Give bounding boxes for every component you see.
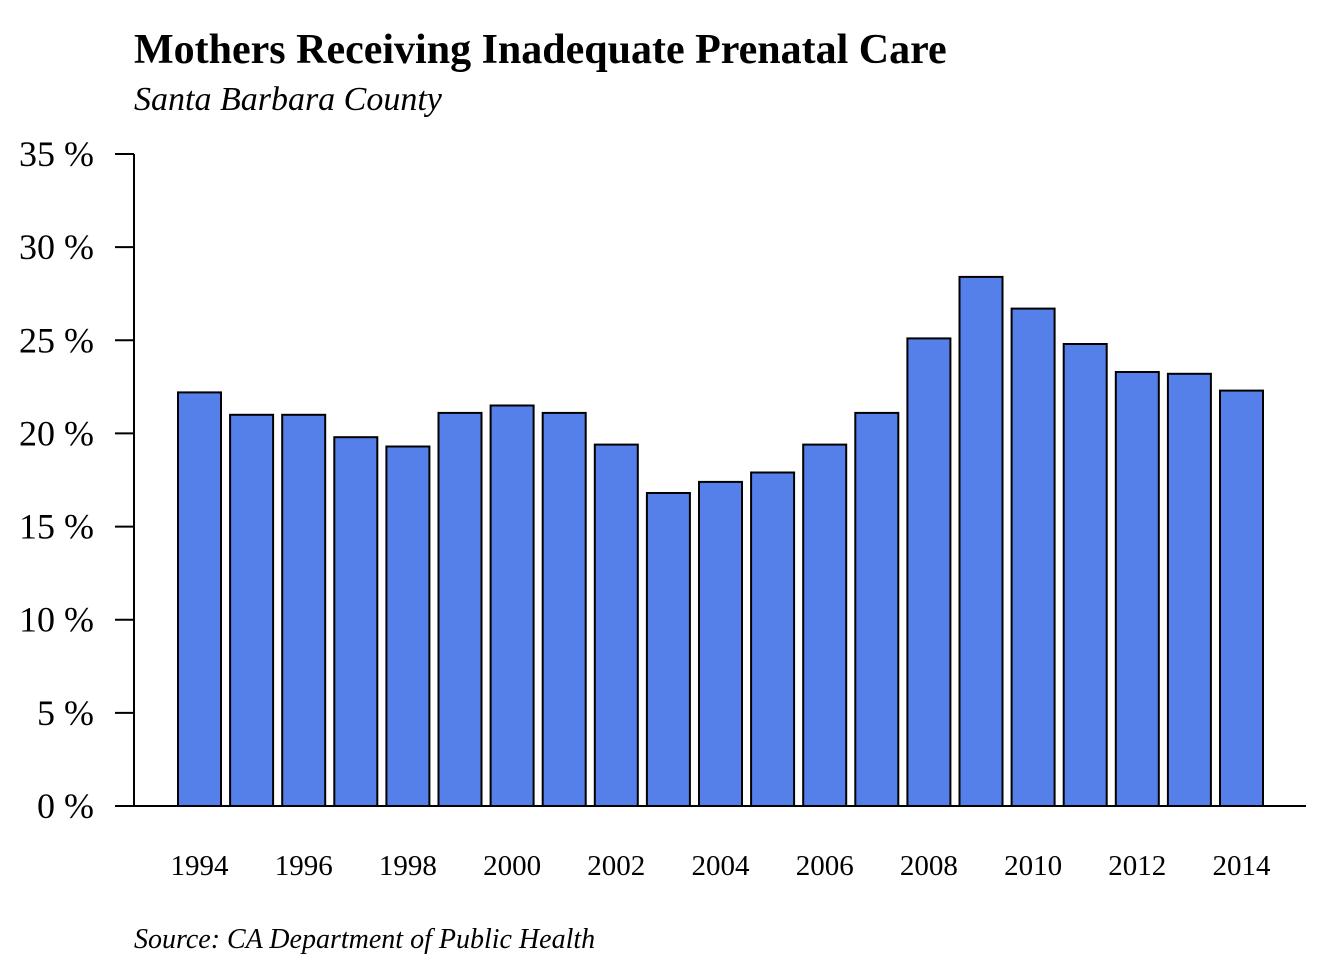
bar-1994: [177, 391, 222, 807]
x-tick-label: 2000: [483, 850, 541, 882]
bar-2011: [1062, 343, 1108, 807]
bar-2007: [854, 411, 900, 807]
x-tick-label: 2002: [587, 850, 645, 882]
chart-subtitle: Santa Barbara County: [134, 81, 442, 118]
chart-source: Source: CA Department of Public Health: [134, 924, 596, 955]
y-tick-label: 20 %: [19, 413, 94, 453]
x-tick-label: 2014: [1213, 850, 1272, 882]
bar-1998: [385, 445, 431, 807]
bar-1996: [281, 413, 327, 807]
x-tick-label: 1998: [379, 850, 437, 882]
bar-2014: [1219, 389, 1264, 807]
bar-2000: [489, 404, 535, 807]
y-tick-label: 30 %: [19, 227, 94, 267]
bar-1997: [333, 436, 379, 807]
bar-1995: [229, 413, 275, 807]
y-tick-label: 10 %: [19, 600, 94, 640]
bar-2013: [1166, 372, 1212, 807]
bar-2006: [802, 443, 848, 807]
x-tick-label: 1996: [275, 850, 333, 882]
bar-2008: [906, 337, 952, 807]
y-tick-label: 15 %: [19, 507, 94, 547]
bar-2012: [1114, 371, 1160, 807]
y-tick-label: 0 %: [37, 786, 94, 826]
y-axis: 0 % 5 % 10 % 15 % 20 % 25 % 30 % 35 %: [19, 134, 135, 826]
bar-2004: [698, 480, 743, 807]
y-tick-label: 5 %: [37, 693, 94, 733]
x-tick-label: 2006: [796, 850, 854, 882]
y-tick-label: 25 %: [19, 320, 94, 360]
bar-2010: [1010, 307, 1056, 807]
chart-title: Mothers Receiving Inadequate Prenatal Ca…: [134, 27, 947, 73]
x-axis: 1994 1996 1998 2000 2002 2004 2006 2008 2010 2012…: [116, 805, 1306, 882]
bar-1999: [437, 411, 483, 807]
y-tick-label: 35 %: [19, 134, 94, 174]
bar-2003: [645, 492, 691, 807]
x-tick-label: 2008: [900, 850, 958, 882]
bar-2002: [593, 443, 639, 807]
bar-2001: [541, 411, 587, 807]
bar-2009: [958, 275, 1004, 807]
bar-2005: [750, 471, 796, 807]
x-tick-label: 2010: [1004, 850, 1062, 882]
x-tick-label: 2004: [692, 850, 751, 882]
x-tick-label: 1994: [171, 850, 230, 882]
x-tick-label: 2012: [1108, 850, 1166, 882]
bars: [177, 275, 1264, 807]
